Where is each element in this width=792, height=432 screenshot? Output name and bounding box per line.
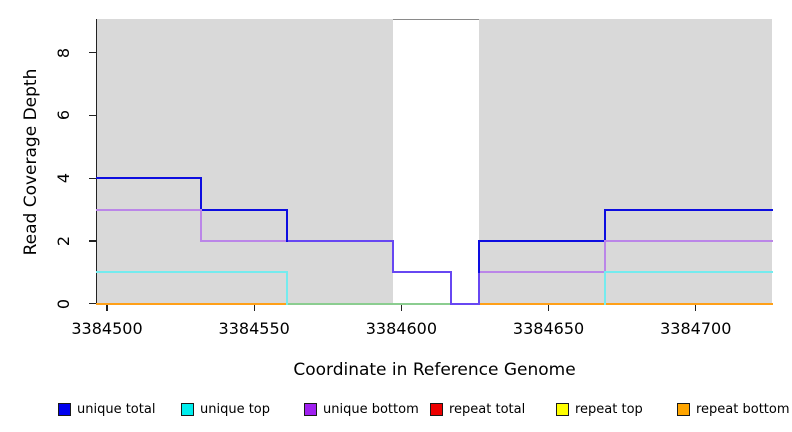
x-tick-label: 3384600 xyxy=(365,319,437,338)
series-segment xyxy=(478,239,606,242)
series-segment xyxy=(450,302,481,305)
x-tick xyxy=(695,304,697,311)
y-tick xyxy=(88,177,96,179)
series-segment xyxy=(478,271,606,274)
legend-label: unique bottom xyxy=(323,402,419,417)
series-segment xyxy=(285,302,453,305)
y-tick-label: 4 xyxy=(54,173,73,184)
series-segment xyxy=(391,271,453,274)
y-tick-label: 0 xyxy=(54,298,73,309)
legend-swatch-unique-top xyxy=(181,403,194,416)
legend-label: repeat top xyxy=(575,402,643,417)
x-tick xyxy=(253,304,255,311)
series-segment xyxy=(200,177,203,211)
x-tick xyxy=(106,304,108,311)
legend-swatch-unique-bottom xyxy=(304,403,317,416)
series-segment xyxy=(603,208,606,242)
legend-swatch-repeat-total xyxy=(430,403,443,416)
series-segment xyxy=(200,208,288,211)
y-tick-label: 8 xyxy=(54,47,73,58)
masked-region xyxy=(392,19,480,308)
series-segment xyxy=(478,271,481,305)
series-segment xyxy=(96,177,203,180)
series-segment xyxy=(478,302,773,305)
series-segment xyxy=(603,239,773,242)
legend-label: unique top xyxy=(200,402,271,417)
series-segment xyxy=(603,271,606,305)
series-segment xyxy=(200,239,288,242)
y-tick-label: 2 xyxy=(54,235,73,247)
series-segment xyxy=(285,239,394,242)
x-tick-label: 3384700 xyxy=(660,319,732,338)
y-tick xyxy=(88,52,96,54)
legend-label: repeat total xyxy=(449,402,526,417)
series-segment xyxy=(603,239,606,274)
legend-label: repeat bottom xyxy=(696,402,790,417)
legend: unique total unique top unique bottom repea… xyxy=(0,399,792,423)
series-segment xyxy=(96,271,288,274)
x-tick-label: 3384550 xyxy=(218,319,290,338)
legend-swatch-repeat-bottom xyxy=(677,403,690,416)
series-segment xyxy=(603,208,773,211)
x-axis-title: Coordinate in Reference Genome xyxy=(293,360,576,380)
series-segment xyxy=(478,239,481,274)
series-segment xyxy=(603,271,773,274)
legend-swatch-repeat-top xyxy=(556,403,569,416)
y-tick xyxy=(88,303,96,305)
series-segment xyxy=(285,271,288,305)
series-segment xyxy=(96,208,203,211)
y-tick xyxy=(88,114,96,117)
series-segment xyxy=(450,271,453,305)
y-axis-line xyxy=(95,19,97,305)
x-tick xyxy=(400,304,402,311)
series-segment xyxy=(285,208,288,242)
x-tick xyxy=(547,304,550,311)
y-tick xyxy=(88,240,96,242)
x-tick-label: 3384650 xyxy=(512,319,585,338)
series-segment xyxy=(391,239,394,274)
legend-label: unique total xyxy=(77,402,156,417)
legend-swatch-unique-total xyxy=(58,403,71,416)
y-tick-label: 6 xyxy=(54,110,73,121)
x-tick-label: 3384500 xyxy=(71,319,143,338)
series-segment xyxy=(200,208,203,242)
series-segment xyxy=(96,302,288,305)
